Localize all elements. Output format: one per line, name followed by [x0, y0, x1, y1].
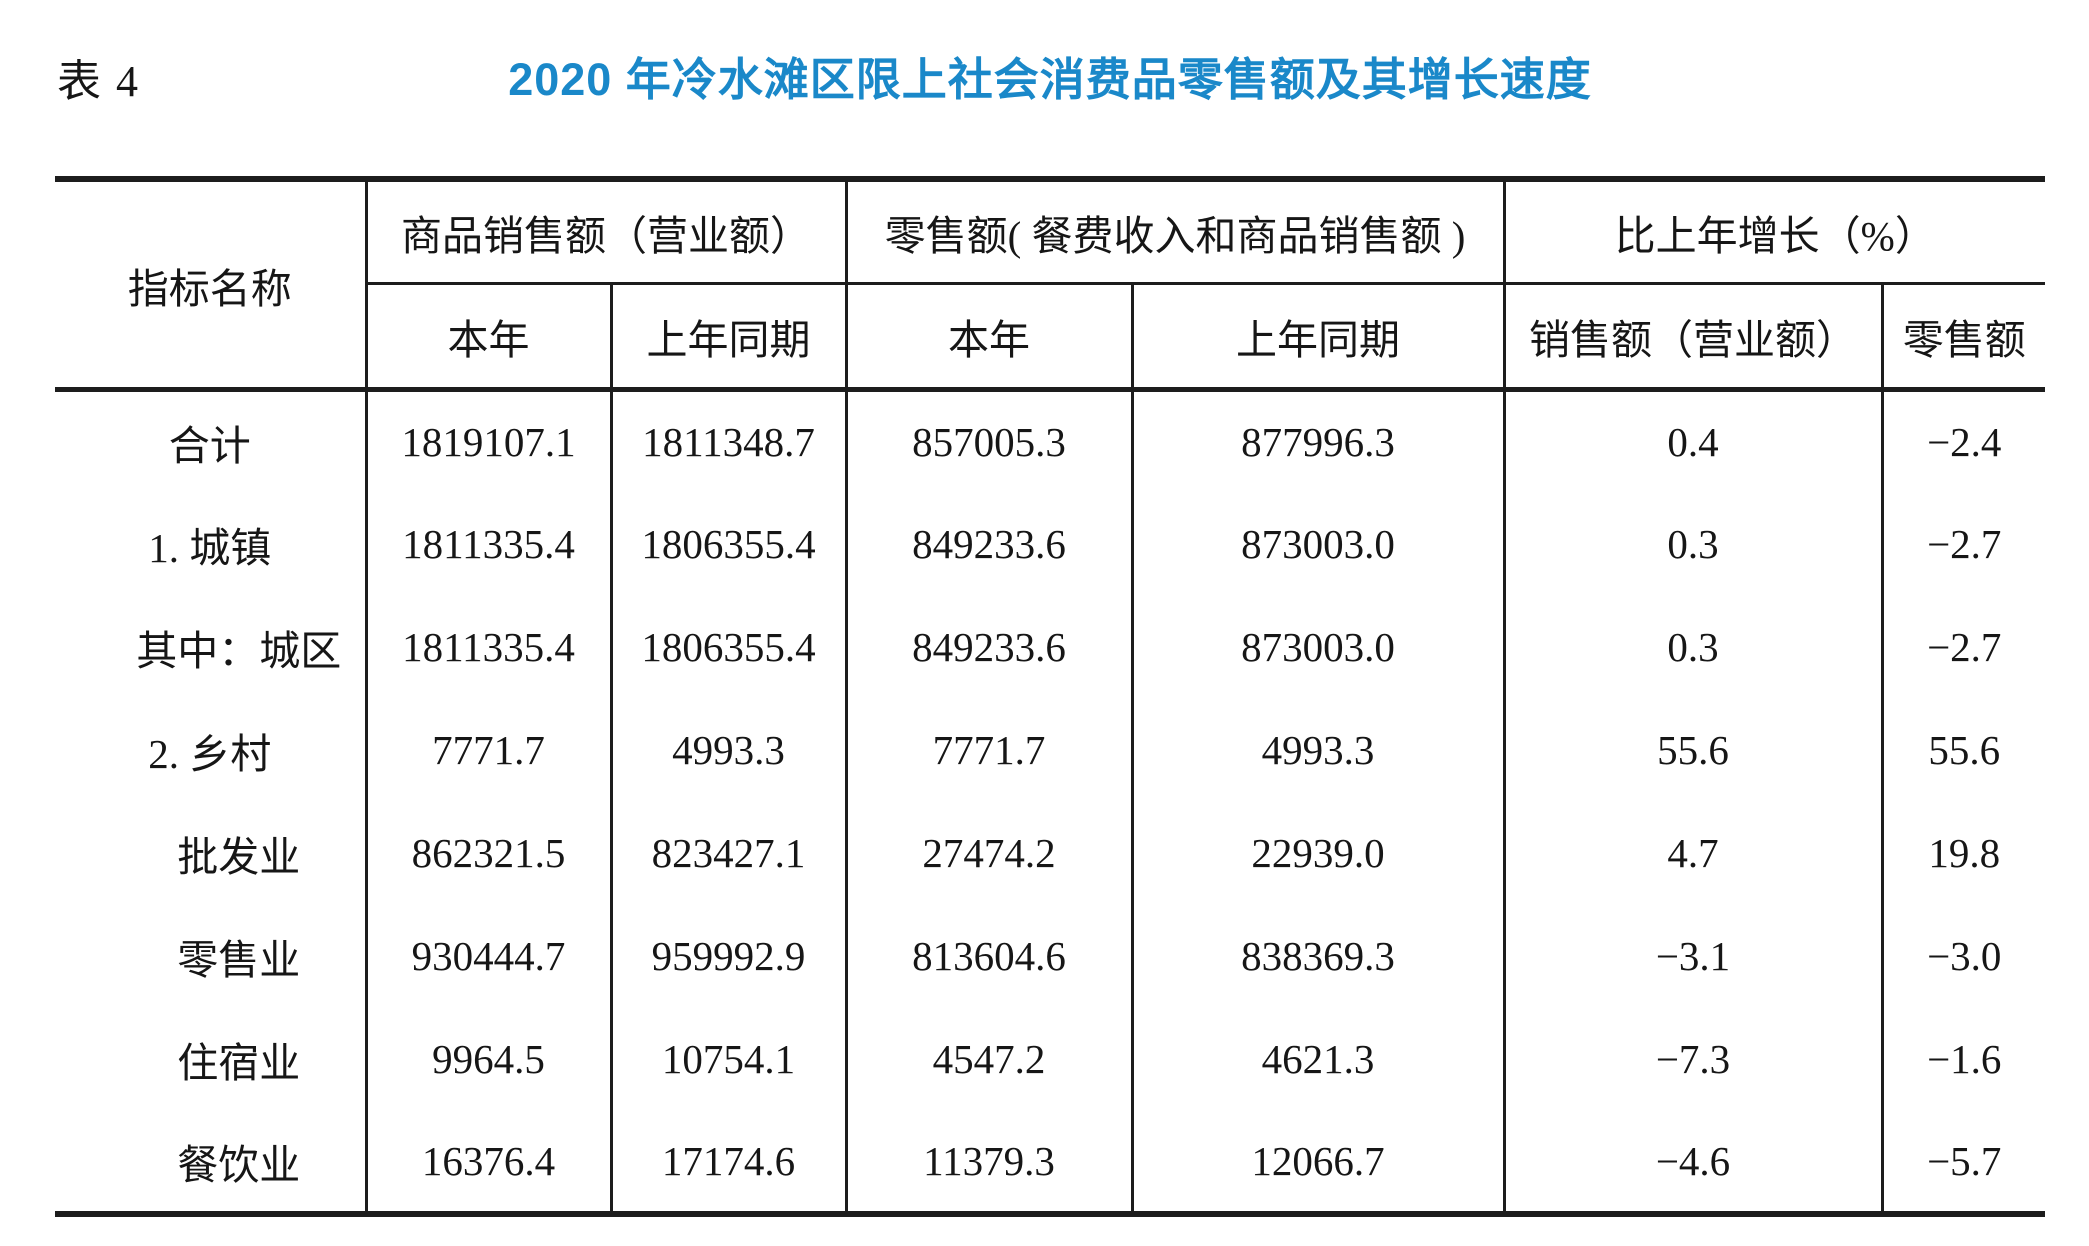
table-cell: 27474.2 [846, 801, 1134, 905]
table-cell: 877996.3 [1132, 389, 1506, 493]
table-cell: 1811335.4 [366, 595, 613, 699]
table-cell: 4.7 [1504, 801, 1884, 905]
header-previous-year-sales: 上年同期 [611, 283, 848, 392]
row-label: 住宿业 [55, 1007, 368, 1111]
table-cell: 4621.3 [1132, 1007, 1506, 1111]
table-row-city-district: 其中：城区 1811335.4 1806355.4 849233.6 87300… [55, 595, 2045, 699]
header-growth-retail: 零售额 [1882, 283, 2045, 392]
document-heading: 表 4 2020 年冷水滩区限上社会消费品零售额及其增长速度 [55, 40, 2045, 130]
table-cell: 813604.6 [846, 904, 1134, 1008]
table-cell: 849233.6 [846, 595, 1134, 699]
table-row-catering: 餐饮业 16376.4 17174.6 11379.3 12066.7 −4.6… [55, 1110, 2045, 1214]
table-cell: 930444.7 [366, 904, 613, 1008]
table-cell: −5.7 [1927, 1137, 2002, 1184]
table-row-retail-trade: 零售业 930444.7 959992.9 813604.6 838369.3 … [55, 904, 2045, 1008]
table-cell: 9964.5 [366, 1007, 613, 1111]
table-cell: −2.4 [1927, 419, 2002, 466]
row-label: 其中：城区 [55, 595, 368, 699]
table-cell: −3.1 [1504, 904, 1884, 1008]
header-current-year-sales: 本年 [366, 283, 613, 392]
table-cell: −3.0 [1927, 933, 2002, 979]
table-cell: 55.6 [1928, 727, 2001, 773]
table-cell: 959992.9 [611, 904, 848, 1008]
table-cell: −2.7 [1927, 521, 2002, 567]
header-group-retail-sales: 零售额( 餐费收入和商品销售额 ) [846, 179, 1506, 285]
row-label: 批发业 [55, 801, 368, 905]
table-cell: 873003.0 [1132, 595, 1506, 699]
table-cell: −4.6 [1504, 1110, 1884, 1214]
table-cell: 862321.5 [366, 801, 613, 905]
table-cell: 0.3 [1504, 492, 1884, 596]
table-cell: 11379.3 [846, 1110, 1134, 1214]
table-cell: 4547.2 [846, 1007, 1134, 1111]
table-cell: 7771.7 [846, 698, 1134, 802]
header-previous-year-retail: 上年同期 [1132, 283, 1506, 392]
row-label: 2. 乡村 [55, 698, 368, 802]
table-row-accommodation: 住宿业 9964.5 10754.1 4547.2 4621.3 −7.3 −1… [55, 1007, 2045, 1111]
table-cell: 1806355.4 [611, 595, 848, 699]
table-cell: 4993.3 [611, 698, 848, 802]
row-label: 餐饮业 [55, 1110, 368, 1214]
table-cell: −2.7 [1927, 624, 2002, 670]
table-cell: 1806355.4 [611, 492, 848, 596]
header-growth-sales: 销售额（营业额） [1504, 283, 1884, 392]
table-cell: 7771.7 [366, 698, 613, 802]
table-cell: 22939.0 [1132, 801, 1506, 905]
retail-sales-table: 指标名称 商品销售额（营业额） 零售额( 餐费收入和商品销售额 ) 比上年增长（… [55, 176, 2045, 1217]
table-cell: 873003.0 [1132, 492, 1506, 596]
table-cell: −7.3 [1504, 1007, 1884, 1111]
table-cell: 1819107.1 [366, 389, 613, 493]
header-row-groups: 指标名称 商品销售额（营业额） 零售额( 餐费收入和商品销售额 ) 比上年增长（… [55, 179, 2045, 392]
table-cell: 1811348.7 [611, 389, 848, 493]
table-cell: 857005.3 [846, 389, 1134, 493]
table-cell: 1811335.4 [366, 492, 613, 596]
table-cell: 0.3 [1504, 595, 1884, 699]
row-label: 合计 [55, 389, 368, 493]
table-cell: 55.6 [1504, 698, 1884, 802]
table-cell: 0.4 [1504, 389, 1884, 493]
table-cell: 12066.7 [1132, 1110, 1506, 1214]
header-group-growth: 比上年增长（%） [1504, 179, 2045, 285]
table-cell: 17174.6 [611, 1110, 848, 1214]
table-cell: 4993.3 [1132, 698, 1506, 802]
row-label: 1. 城镇 [55, 492, 368, 596]
table-row-rural: 2. 乡村 7771.7 4993.3 7771.7 4993.3 55.6 5… [55, 698, 2045, 802]
header-group-goods-sales: 商品销售额（营业额） [366, 179, 848, 285]
table-cell: 838369.3 [1132, 904, 1506, 1008]
table-cell: −1.6 [1927, 1036, 2002, 1082]
table-cell: 823427.1 [611, 801, 848, 905]
table-row-total: 合计 1819107.1 1811348.7 857005.3 877996.3… [55, 389, 2045, 493]
table-cell: 10754.1 [611, 1007, 848, 1111]
header-row-subcolumns: 本年 上年同期 本年 上年同期 销售额（营业额） 零售额 [55, 283, 2045, 392]
table-cell: 849233.6 [846, 492, 1134, 596]
table-cell: 19.8 [1928, 830, 2001, 876]
header-indicator-name: 指标名称 [55, 179, 368, 392]
table-row-urban: 1. 城镇 1811335.4 1806355.4 849233.6 87300… [55, 492, 2045, 596]
header-current-year-retail: 本年 [846, 283, 1134, 392]
table-number-label: 表 4 [57, 57, 140, 106]
page-title: 2020 年冷水滩区限上社会消费品零售额及其增长速度 [508, 54, 1592, 105]
row-label: 零售业 [55, 904, 368, 1008]
table-cell: 16376.4 [366, 1110, 613, 1214]
table-row-wholesale: 批发业 862321.5 823427.1 27474.2 22939.0 4.… [55, 801, 2045, 905]
